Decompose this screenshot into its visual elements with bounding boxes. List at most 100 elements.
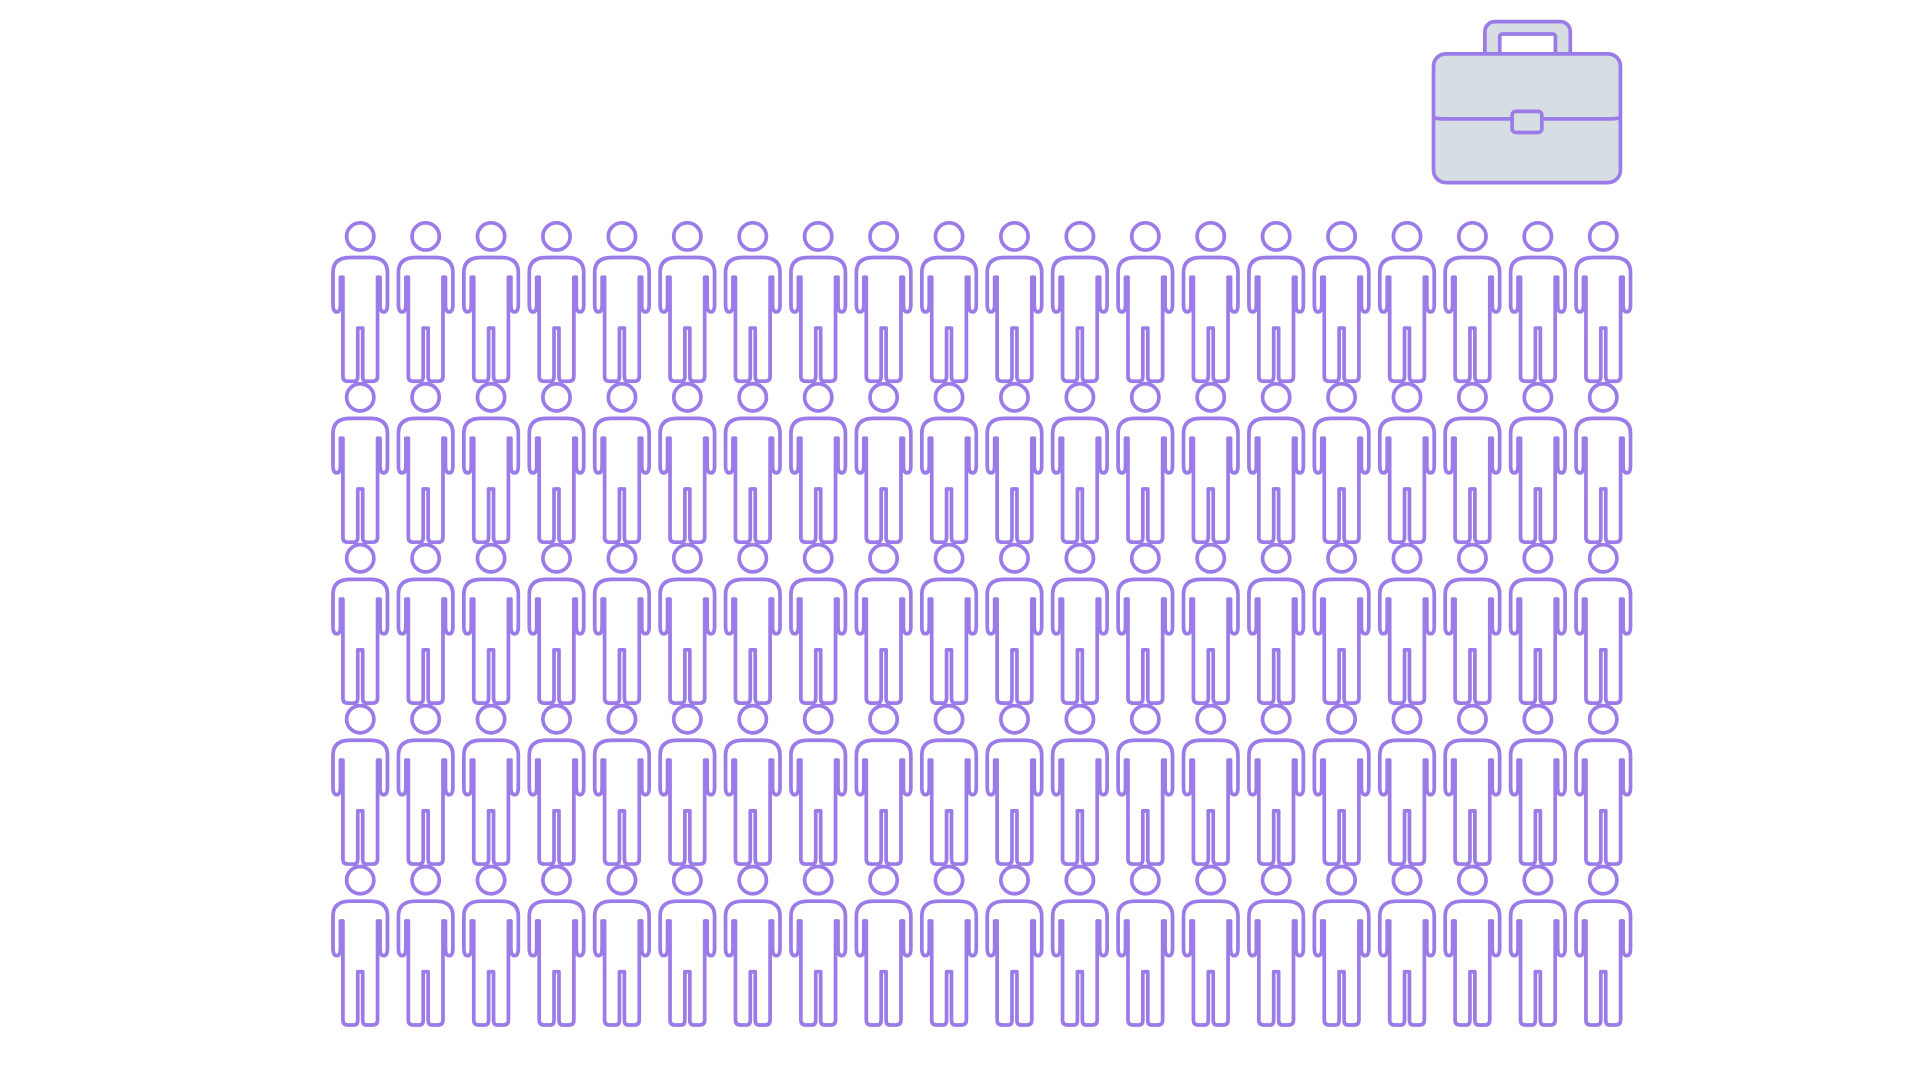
person-icon <box>1443 542 1502 705</box>
person-icon <box>789 381 848 545</box>
person-icon <box>658 864 717 1027</box>
person-icon <box>396 542 455 705</box>
person-icon <box>1443 864 1502 1027</box>
briefcase-icon <box>1431 19 1623 185</box>
person-icon <box>1443 220 1502 384</box>
person-icon <box>527 220 586 384</box>
person-icon <box>1443 381 1502 545</box>
person-icon <box>658 703 717 866</box>
person-icon <box>1116 220 1175 384</box>
person-icon <box>1574 703 1633 866</box>
person-icon <box>1377 381 1437 545</box>
person-icon <box>1508 703 1567 866</box>
person-icon <box>1312 542 1371 705</box>
people-grid <box>331 220 1633 1027</box>
person-icon <box>527 703 586 866</box>
person-icon <box>592 542 652 705</box>
person-icon <box>1508 220 1567 384</box>
person-icon <box>789 542 848 705</box>
person-icon <box>1574 542 1633 705</box>
person-icon <box>1181 381 1240 545</box>
person-icon <box>592 864 652 1027</box>
person-icon <box>658 381 717 545</box>
person-icon <box>1574 381 1633 545</box>
person-icon <box>1312 381 1371 545</box>
person-icon <box>919 864 979 1027</box>
person-icon <box>1312 864 1371 1027</box>
person-icon <box>658 542 717 705</box>
person-icon <box>985 864 1044 1027</box>
person-icon <box>331 220 390 384</box>
person-icon <box>854 381 913 545</box>
person-icon <box>919 703 979 866</box>
person-icon <box>1181 220 1240 384</box>
person-icon <box>919 542 979 705</box>
person-icon <box>396 220 455 384</box>
person-icon <box>396 381 455 545</box>
person-icon <box>1508 381 1567 545</box>
person-icon <box>1050 220 1109 384</box>
person-icon <box>789 703 848 866</box>
person-icon <box>331 864 390 1027</box>
person-icon <box>1508 542 1567 705</box>
person-icon <box>1247 542 1306 705</box>
person-icon <box>592 220 652 384</box>
person-icon <box>985 220 1044 384</box>
person-icon <box>1116 381 1175 545</box>
person-icon <box>592 381 652 545</box>
person-icon <box>1050 864 1109 1027</box>
person-icon <box>1116 864 1175 1027</box>
person-icon <box>1181 864 1240 1027</box>
person-icon <box>1574 864 1633 1027</box>
person-icon <box>985 381 1044 545</box>
person-icon <box>985 703 1044 866</box>
person-icon <box>658 220 717 384</box>
person-icon <box>1116 542 1175 705</box>
person-icon <box>1312 703 1371 866</box>
person-icon <box>985 542 1044 705</box>
person-icon <box>461 381 521 545</box>
person-icon <box>1050 381 1109 545</box>
person-icon <box>854 703 913 866</box>
person-icon <box>854 542 913 705</box>
person-icon <box>789 220 848 384</box>
person-icon <box>723 864 782 1027</box>
person-icon <box>331 703 390 866</box>
person-icon <box>396 864 455 1027</box>
person-icon <box>1247 220 1306 384</box>
person-icon <box>1377 703 1437 866</box>
person-icon <box>1377 542 1437 705</box>
person-icon <box>1247 864 1306 1027</box>
person-icon <box>1377 864 1437 1027</box>
person-icon <box>461 864 521 1027</box>
person-icon <box>527 542 586 705</box>
person-icon <box>1247 381 1306 545</box>
person-icon <box>1312 220 1371 384</box>
person-icon <box>1181 542 1240 705</box>
person-icon <box>723 542 782 705</box>
person-icon <box>1050 703 1109 866</box>
person-icon <box>331 542 390 705</box>
person-icon <box>1050 542 1109 705</box>
person-icon <box>396 703 455 866</box>
person-icon <box>1508 864 1567 1027</box>
person-icon <box>527 864 586 1027</box>
person-icon <box>723 381 782 545</box>
person-icon <box>789 864 848 1027</box>
person-icon <box>919 381 979 545</box>
person-icon <box>527 381 586 545</box>
person-icon <box>723 220 782 384</box>
person-icon <box>1116 703 1175 866</box>
person-icon <box>723 703 782 866</box>
person-icon <box>592 703 652 866</box>
person-icon <box>461 542 521 705</box>
person-icon <box>919 220 979 384</box>
person-icon <box>854 864 913 1027</box>
person-icon <box>1247 703 1306 866</box>
person-icon <box>854 220 913 384</box>
person-icon <box>1181 703 1240 866</box>
person-icon <box>461 220 521 384</box>
person-icon <box>331 381 390 545</box>
person-icon <box>1443 703 1502 866</box>
